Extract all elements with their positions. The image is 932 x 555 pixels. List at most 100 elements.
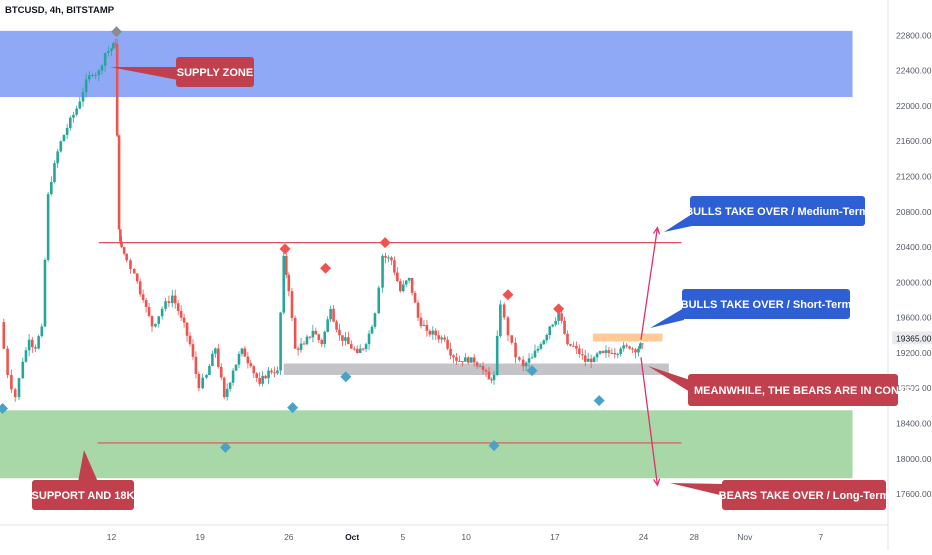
candle-body: [580, 354, 584, 356]
candle-body: [147, 306, 151, 316]
y-tick-label: 19200.00: [896, 348, 932, 358]
candle-body: [637, 348, 640, 353]
callout-supply-zone[interactable]: SUPPLY ZONE: [110, 57, 254, 87]
candle-body: [50, 182, 53, 195]
candle-body: [355, 348, 359, 353]
candle-body: [338, 329, 341, 336]
arrow-up-head: [652, 226, 661, 235]
candle-body: [62, 134, 66, 142]
candle-body: [542, 340, 546, 345]
short-term-band: [592, 333, 663, 342]
candle-body: [182, 317, 186, 323]
candle-body: [46, 194, 50, 260]
candle-body: [461, 361, 464, 363]
y-tick-label: 20400.00: [896, 242, 932, 252]
candle-body: [255, 373, 259, 379]
y-tick-label: 22800.00: [896, 30, 932, 40]
candle-body: [358, 348, 362, 353]
candle-body: [10, 375, 13, 390]
candle-body: [607, 350, 611, 354]
candle-body: [211, 353, 214, 366]
candle-body: [191, 344, 195, 357]
marker-red: [279, 243, 291, 255]
x-tick-label: 7: [818, 532, 823, 542]
callout-bears-control[interactable]: MEANWHILE, THE BEARS ARE IN CONTRO: [648, 366, 923, 406]
candle-body: [572, 345, 575, 347]
candle-body: [373, 313, 377, 327]
candle-body: [554, 320, 557, 325]
candle-body: [197, 373, 201, 389]
candle-body: [326, 319, 329, 332]
candle-body: [176, 303, 180, 311]
candle-body: [484, 370, 488, 372]
candle-body: [293, 317, 297, 349]
x-tick-label: 26: [284, 532, 294, 542]
current-price-tag: 19365.00: [892, 331, 932, 345]
candle-body: [396, 272, 399, 282]
y-tick-label: 21200.00: [896, 171, 932, 181]
candle-body: [65, 127, 69, 135]
candle-body: [548, 326, 552, 335]
candle-body: [404, 280, 408, 285]
candle-body: [314, 330, 318, 335]
candle-body: [37, 336, 40, 349]
candle-body: [59, 141, 63, 152]
candle-body: [160, 308, 164, 317]
candle-body: [167, 301, 171, 304]
candle-body: [201, 377, 204, 389]
candle-body: [132, 269, 136, 274]
candle-body: [583, 355, 587, 362]
candle-body: [344, 337, 347, 341]
candle-body: [94, 75, 97, 76]
candles[interactable]: [2, 38, 644, 402]
y-axis[interactable]: 17600.00 18000.00 18400.00 18800.00 19200.00…: [896, 30, 932, 499]
candle-body: [387, 257, 390, 259]
candle-body: [536, 348, 540, 351]
candle-body: [578, 348, 581, 355]
candle-body: [246, 356, 250, 364]
candle-body: [296, 348, 300, 350]
callout-bulls-short[interactable]: BULLS TAKE OVER / Short-Term: [650, 289, 852, 328]
candle-body: [352, 348, 356, 350]
candle-body: [370, 326, 374, 334]
candle-body: [490, 379, 493, 381]
markers: [0, 26, 605, 453]
candle-body: [302, 343, 306, 345]
candle-body: [364, 344, 368, 350]
candle-body: [164, 301, 167, 309]
candle-body: [43, 259, 47, 327]
candle-body: [539, 344, 543, 349]
marker-red: [320, 262, 332, 274]
candle-body: [492, 375, 496, 381]
candle-body: [234, 364, 238, 371]
candle-body: [384, 255, 387, 258]
candle-body: [110, 48, 113, 52]
candle-body: [464, 357, 467, 362]
candle-body: [422, 324, 426, 326]
current-price-label: 19365.00: [896, 333, 932, 343]
callout-bulls-medium[interactable]: BULLS TAKE OVER / Medium-Term: [664, 196, 869, 232]
candle-body: [34, 347, 37, 349]
candle-body: [592, 357, 596, 363]
candle-body: [601, 351, 605, 353]
candle-body: [264, 375, 267, 379]
candle-body: [287, 274, 291, 292]
candle-body: [27, 339, 31, 351]
supply-zone: [0, 30, 853, 98]
candle-body: [393, 260, 396, 273]
callout-bears-long[interactable]: BEARS TAKE OVER / Long-Term: [670, 480, 890, 510]
candle-body: [458, 360, 461, 362]
candle-body: [117, 135, 121, 230]
candle-body: [428, 330, 432, 335]
candle-body: [622, 345, 625, 349]
candle-body: [144, 300, 148, 307]
candle-body: [495, 335, 499, 375]
x-axis[interactable]: 12 19 26 Oct 5 10 17 24 28 Nov 7: [107, 532, 824, 542]
candle-body: [332, 308, 335, 322]
candle-body: [502, 304, 506, 318]
callout-support[interactable]: SUPPORT AND 18K: [32, 450, 135, 510]
candle-body: [113, 43, 117, 45]
bulls-medium-label: BULLS TAKE OVER / Medium-Term: [685, 206, 869, 218]
